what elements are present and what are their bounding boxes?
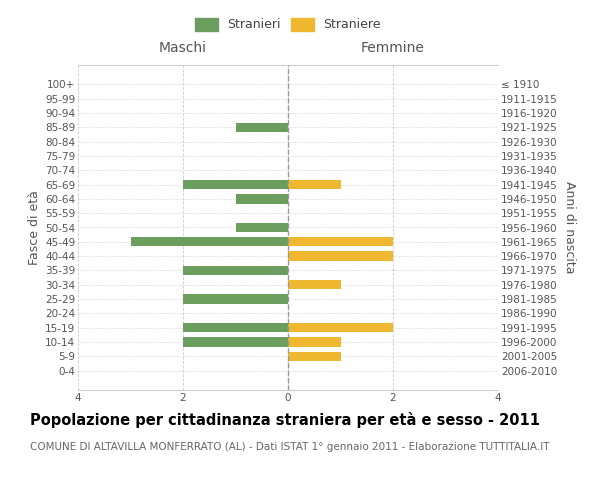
- Bar: [183, 266, 288, 275]
- Bar: [183, 294, 288, 304]
- Bar: [183, 180, 288, 189]
- Bar: [288, 237, 393, 246]
- Bar: [288, 323, 393, 332]
- Bar: [288, 252, 393, 261]
- Bar: [235, 122, 288, 132]
- Bar: [288, 352, 341, 361]
- Bar: [130, 237, 288, 246]
- Bar: [183, 338, 288, 346]
- Bar: [288, 338, 341, 346]
- Y-axis label: Anni di nascita: Anni di nascita: [563, 181, 576, 274]
- Y-axis label: Fasce di età: Fasce di età: [28, 190, 41, 265]
- Bar: [235, 194, 288, 203]
- Text: Popolazione per cittadinanza straniera per età e sesso - 2011: Popolazione per cittadinanza straniera p…: [30, 412, 540, 428]
- Bar: [288, 180, 341, 189]
- Bar: [288, 280, 341, 289]
- Text: Femmine: Femmine: [361, 41, 425, 55]
- Legend: Stranieri, Straniere: Stranieri, Straniere: [190, 12, 386, 36]
- Bar: [235, 223, 288, 232]
- Bar: [183, 323, 288, 332]
- Text: Maschi: Maschi: [159, 41, 207, 55]
- Text: COMUNE DI ALTAVILLA MONFERRATO (AL) - Dati ISTAT 1° gennaio 2011 - Elaborazione : COMUNE DI ALTAVILLA MONFERRATO (AL) - Da…: [30, 442, 550, 452]
